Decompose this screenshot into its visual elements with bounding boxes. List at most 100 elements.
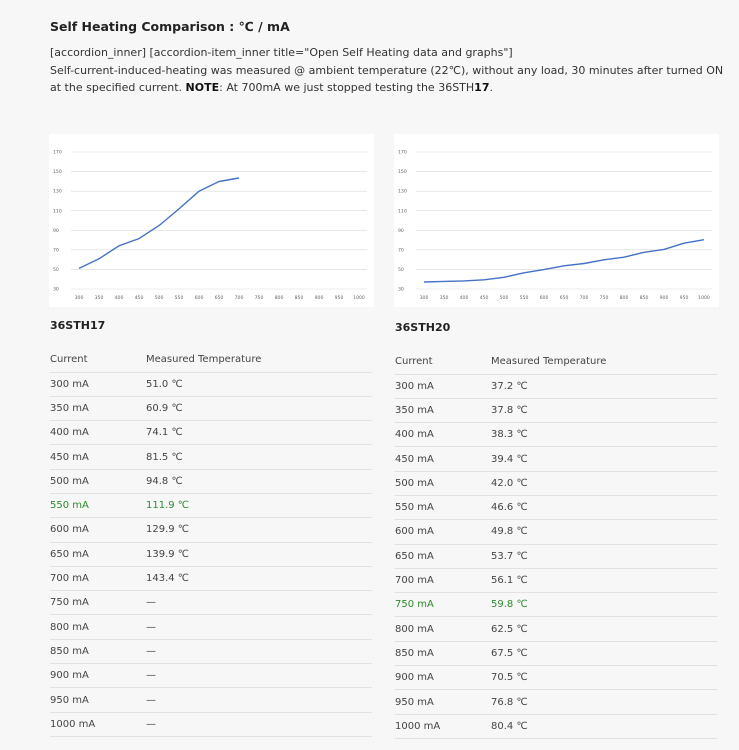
current-cell: 300 mA — [50, 372, 146, 397]
temperature-cell: 67.5 ℃ — [491, 641, 717, 667]
note-model-suffix: 17 — [474, 81, 490, 94]
temperature-cell: 111.9 ℃ — [146, 493, 372, 519]
temperature-cell: — — [146, 639, 372, 665]
x-tick-label: 550 — [175, 295, 184, 301]
current-cell: 850 mA — [50, 639, 146, 665]
x-tick-label: 700 — [235, 295, 244, 301]
temperature-cell: 80.4 ℃ — [491, 714, 717, 739]
table-row: 300 mA 51.0 ℃ — [50, 372, 372, 397]
x-tick-label: 850 — [640, 295, 649, 301]
x-tick-label: 800 — [620, 295, 629, 301]
current-cell: 500 mA — [395, 471, 491, 496]
x-tick-label: 300 — [75, 295, 84, 301]
table-row: 850 mA 67.5 ℃ — [395, 641, 717, 667]
x-tick-label: 450 — [480, 295, 489, 301]
y-tick-label: 70 — [398, 247, 404, 253]
x-tick-label: 800 — [275, 295, 284, 301]
current-cell: 950 mA — [50, 687, 146, 713]
y-tick-label: 110 — [53, 208, 62, 214]
table-row: 350 mA 37.8 ℃ — [395, 398, 717, 424]
current-cell: 900 mA — [395, 665, 491, 691]
temperature-cell: 39.4 ℃ — [491, 446, 717, 472]
x-tick-label: 900 — [315, 295, 324, 301]
current-cell: 800 mA — [50, 614, 146, 640]
x-tick-label: 500 — [155, 295, 164, 301]
x-tick-label: 950 — [335, 295, 344, 301]
y-tick-label: 150 — [53, 169, 62, 175]
current-cell: 600 mA — [395, 519, 491, 545]
table-row: 950 mA 76.8 ℃ — [395, 689, 717, 715]
x-tick-label: 450 — [135, 295, 144, 301]
temperature-cell: 37.2 ℃ — [491, 374, 717, 399]
y-tick-label: 30 — [398, 287, 404, 293]
temperature-cell: 38.3 ℃ — [491, 422, 717, 448]
chart-36sth20-svg: 30 50 70 90 110 130 150 170 300 350 400 450 500 550 60… — [398, 150, 712, 301]
table-row: 650 mA 139.9 ℃ — [50, 542, 372, 567]
temperature-cell: 49.8 ℃ — [491, 519, 717, 545]
measurement-description: Self-current-induced-heating was measure… — [50, 62, 730, 97]
note-text: : At 700mA we just stopped testing the 3… — [219, 81, 475, 94]
x-tick-label: 1000 — [698, 295, 710, 301]
temperature-cell: 139.9 ℃ — [146, 542, 372, 567]
x-tick-label: 700 — [580, 295, 589, 301]
current-cell: 900 mA — [50, 663, 146, 689]
table-row: 900 mA 70.5 ℃ — [395, 665, 717, 691]
table-row: 450 mA 81.5 ℃ — [50, 444, 372, 470]
table-header-row: Current Measured Temperature — [395, 350, 717, 375]
x-tick-label: 750 — [600, 295, 609, 301]
x-tick-label: 850 — [295, 295, 304, 301]
current-cell: 300 mA — [395, 374, 491, 399]
y-tick-label: 50 — [53, 267, 59, 273]
intro-text: [accordion_inner] [accordion-item_inner … — [50, 44, 730, 97]
table-row: 400 mA 74.1 ℃ — [50, 420, 372, 446]
temperature-cell: 81.5 ℃ — [146, 444, 372, 470]
y-tick-label: 90 — [53, 228, 59, 234]
temperature-cell: — — [146, 663, 372, 689]
table-row: 900 mA — — [50, 663, 372, 689]
y-tick-label: 170 — [53, 150, 62, 156]
temperature-cell: 143.4 ℃ — [146, 566, 372, 592]
table-row: 700 mA 56.1 ℃ — [395, 568, 717, 594]
current-cell: 650 mA — [395, 544, 491, 569]
current-cell: 950 mA — [395, 689, 491, 715]
table-row: 300 mA 37.2 ℃ — [395, 374, 717, 399]
x-tick-label: 950 — [680, 295, 689, 301]
table-row: 700 mA 143.4 ℃ — [50, 566, 372, 592]
x-tick-label: 300 — [420, 295, 429, 301]
x-tick-label: 1000 — [353, 295, 365, 301]
temperature-cell: 70.5 ℃ — [491, 665, 717, 691]
temperature-cell: 60.9 ℃ — [146, 396, 372, 422]
temperature-cell: 46.6 ℃ — [491, 495, 717, 521]
current-cell: 1000 mA — [395, 714, 491, 739]
temperature-cell: — — [146, 614, 372, 640]
table-row: 400 mA 38.3 ℃ — [395, 422, 717, 448]
table-row: 750 mA — — [50, 590, 372, 616]
table-row: 350 mA 60.9 ℃ — [50, 396, 372, 422]
y-tick-label: 30 — [53, 287, 59, 293]
x-tick-label: 900 — [660, 295, 669, 301]
x-tick-label: 400 — [460, 295, 469, 301]
x-tick-label: 600 — [540, 295, 549, 301]
temperature-cell: 74.1 ℃ — [146, 420, 372, 446]
current-cell: 800 mA — [395, 616, 491, 642]
temperature-cell: 42.0 ℃ — [491, 471, 717, 496]
current-cell: 500 mA — [50, 469, 146, 494]
temperature-cell: 76.8 ℃ — [491, 689, 717, 715]
column-header-current: Current — [395, 350, 491, 375]
section-title: Self Heating Comparison : ℃ / mA — [50, 19, 290, 34]
chart-36sth20: 30 50 70 90 110 130 150 170 300 350 400 450 500 550 60… — [394, 134, 719, 307]
model-heading-36sth17: 36STH17 — [50, 319, 106, 332]
temperature-cell: 94.8 ℃ — [146, 469, 372, 494]
temperature-cell: 56.1 ℃ — [491, 568, 717, 594]
current-cell: 450 mA — [50, 444, 146, 470]
current-cell: 400 mA — [50, 420, 146, 446]
x-tick-label: 400 — [115, 295, 124, 301]
table-row: 750 mA 59.8 ℃ — [395, 592, 717, 618]
current-cell: 400 mA — [395, 422, 491, 448]
table-row: 800 mA 62.5 ℃ — [395, 616, 717, 642]
table-row: 650 mA 53.7 ℃ — [395, 544, 717, 569]
table-row: 500 mA 42.0 ℃ — [395, 471, 717, 496]
series-line — [423, 239, 705, 283]
temperature-cell: 37.8 ℃ — [491, 398, 717, 424]
